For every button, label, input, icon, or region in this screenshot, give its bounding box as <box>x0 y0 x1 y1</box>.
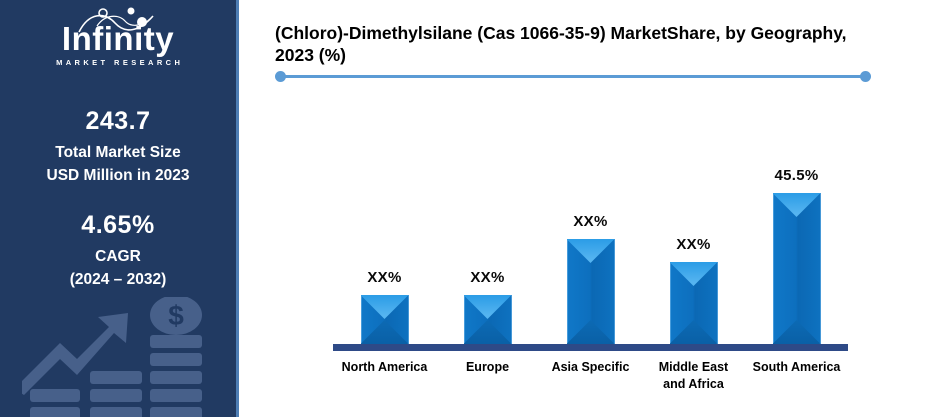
x-axis-category-label: South America <box>752 360 841 374</box>
sidebar: Infinity MARKET RESEARCH 243.7 Total Mar… <box>0 0 239 417</box>
brand-tagline: MARKET RESEARCH <box>56 58 184 68</box>
bar-value-label: XX% <box>676 236 711 253</box>
x-axis-labels: North America Europe Asia Specific Middle E… <box>333 359 848 393</box>
bar-value-label: 45.5% <box>774 167 819 184</box>
bar <box>566 239 615 344</box>
cagr-value: 4.65% <box>81 211 155 240</box>
svg-text:$: $ <box>168 300 184 331</box>
bar <box>360 295 409 344</box>
chart-panel: (Chloro)-Dimethylsilane (Cas 1066-35-9) … <box>242 0 946 417</box>
stat-label-line: CAGR <box>95 248 141 266</box>
bar <box>669 262 718 344</box>
x-axis-baseline <box>333 344 848 351</box>
bar-group: 45.5% <box>745 153 848 344</box>
plot-area: XX% XX% XX% XX% 45.5% <box>333 153 848 344</box>
title-divider <box>275 71 871 82</box>
bar <box>772 193 821 344</box>
brand-logo: Infinity MARKET RESEARCH <box>0 6 236 67</box>
stat-label-line: USD Million in 2023 <box>46 166 190 184</box>
bar-group: XX% <box>539 153 642 344</box>
bar-group: XX% <box>333 153 436 344</box>
bar-value-label: XX% <box>367 269 402 286</box>
bar-group: XX% <box>436 153 539 344</box>
bar-value-label: XX% <box>573 213 608 230</box>
x-axis-category-label: Europe <box>465 360 510 374</box>
total-market-size-label: Total Market Size USD Million in 2023 <box>0 142 236 187</box>
x-axis-category-label: North America <box>341 360 428 374</box>
total-market-size-value: 243.7 <box>85 107 151 136</box>
cagr-label: CAGR (2024 – 2032) <box>0 246 236 291</box>
bar-group: XX% <box>642 153 745 344</box>
x-axis-category-label: Middle East and Africa <box>658 360 729 391</box>
bar <box>463 295 512 344</box>
x-axis-category-label: Asia Specific <box>551 360 630 374</box>
stat-label-line: Total Market Size <box>55 144 181 162</box>
chart-title: (Chloro)-Dimethylsilane (Cas 1066-35-9) … <box>275 23 847 66</box>
divider-endpoint-dot <box>860 71 871 82</box>
brand-name: Infinity <box>61 20 175 57</box>
bar-value-label: XX% <box>470 269 505 286</box>
divider-line <box>278 75 868 78</box>
stat-label-line: (2024 – 2032) <box>69 270 167 288</box>
growth-chart-dollar-icon: $ <box>22 297 202 417</box>
infinity-flourish-icon <box>78 7 154 33</box>
